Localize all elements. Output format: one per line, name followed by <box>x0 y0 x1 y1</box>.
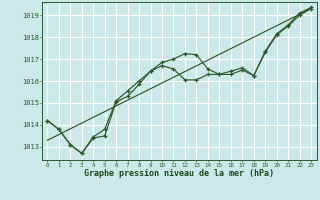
X-axis label: Graphe pression niveau de la mer (hPa): Graphe pression niveau de la mer (hPa) <box>84 169 274 178</box>
